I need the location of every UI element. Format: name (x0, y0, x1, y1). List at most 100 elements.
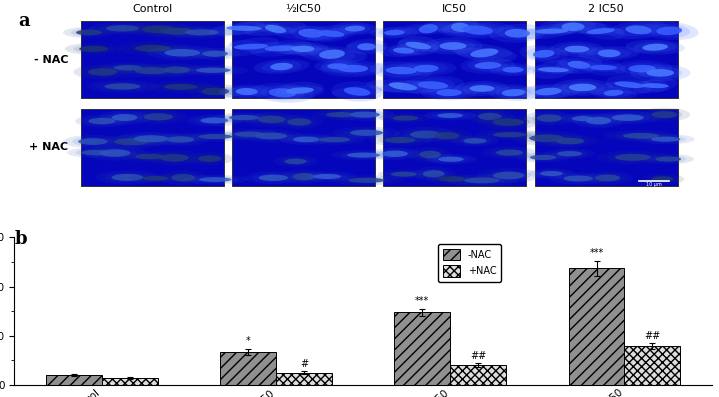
Ellipse shape (262, 61, 301, 72)
Ellipse shape (329, 62, 377, 75)
Ellipse shape (114, 138, 149, 145)
Ellipse shape (423, 170, 444, 177)
Ellipse shape (111, 174, 143, 181)
Ellipse shape (524, 154, 562, 161)
Ellipse shape (529, 135, 564, 142)
Ellipse shape (477, 115, 539, 130)
Ellipse shape (438, 156, 464, 162)
Ellipse shape (470, 48, 498, 58)
Ellipse shape (350, 130, 383, 136)
Ellipse shape (155, 152, 194, 163)
Ellipse shape (282, 169, 326, 184)
Ellipse shape (587, 48, 632, 58)
Ellipse shape (73, 137, 114, 146)
Ellipse shape (107, 137, 155, 147)
Ellipse shape (377, 169, 430, 179)
Ellipse shape (99, 110, 150, 125)
Ellipse shape (303, 135, 365, 145)
Ellipse shape (429, 87, 470, 98)
Ellipse shape (385, 171, 422, 178)
Ellipse shape (314, 60, 362, 73)
Ellipse shape (79, 46, 108, 52)
Ellipse shape (581, 116, 616, 126)
Ellipse shape (418, 24, 438, 33)
Ellipse shape (273, 156, 318, 167)
Ellipse shape (462, 83, 502, 94)
Ellipse shape (403, 24, 454, 33)
Ellipse shape (333, 127, 400, 139)
Ellipse shape (496, 150, 523, 156)
Ellipse shape (493, 172, 525, 179)
Bar (383, 109, 526, 185)
Ellipse shape (127, 134, 175, 144)
Ellipse shape (147, 150, 203, 166)
Ellipse shape (390, 172, 417, 177)
Ellipse shape (183, 175, 247, 184)
Ellipse shape (432, 112, 468, 119)
Ellipse shape (143, 176, 168, 181)
Ellipse shape (608, 152, 658, 162)
Ellipse shape (244, 172, 303, 184)
Ellipse shape (73, 65, 132, 79)
Ellipse shape (626, 40, 685, 54)
Ellipse shape (327, 63, 349, 69)
Ellipse shape (615, 81, 644, 88)
Ellipse shape (168, 26, 235, 39)
Bar (535, 21, 677, 98)
Ellipse shape (100, 149, 131, 157)
Ellipse shape (178, 28, 225, 37)
Ellipse shape (536, 114, 562, 122)
Ellipse shape (568, 115, 597, 122)
Ellipse shape (100, 62, 156, 73)
Ellipse shape (623, 133, 659, 139)
Ellipse shape (278, 42, 329, 56)
Ellipse shape (630, 65, 691, 81)
Ellipse shape (398, 39, 438, 52)
Ellipse shape (388, 45, 419, 56)
Ellipse shape (331, 86, 383, 97)
Ellipse shape (201, 88, 229, 95)
Ellipse shape (482, 146, 536, 159)
Ellipse shape (181, 131, 249, 142)
Ellipse shape (321, 62, 355, 71)
Bar (46, 375, 102, 385)
Text: ##: ## (470, 351, 486, 361)
Bar (395, 312, 450, 385)
Ellipse shape (199, 177, 232, 182)
Ellipse shape (496, 65, 530, 74)
Ellipse shape (347, 42, 387, 51)
Ellipse shape (129, 152, 170, 160)
Ellipse shape (288, 172, 319, 182)
Ellipse shape (251, 83, 313, 103)
Ellipse shape (171, 174, 195, 181)
Ellipse shape (202, 51, 228, 57)
Ellipse shape (196, 67, 231, 73)
Ellipse shape (118, 64, 186, 78)
Ellipse shape (188, 84, 243, 99)
Ellipse shape (388, 115, 423, 121)
Ellipse shape (389, 82, 417, 90)
Ellipse shape (550, 21, 596, 32)
Ellipse shape (261, 85, 304, 100)
Bar (232, 21, 375, 98)
Ellipse shape (317, 30, 344, 37)
Ellipse shape (128, 44, 178, 53)
Ellipse shape (285, 87, 313, 94)
Ellipse shape (649, 24, 690, 38)
Ellipse shape (528, 66, 578, 74)
Ellipse shape (426, 173, 478, 185)
Ellipse shape (236, 88, 258, 95)
Ellipse shape (522, 133, 571, 143)
Ellipse shape (255, 133, 287, 139)
Ellipse shape (293, 173, 315, 180)
Ellipse shape (651, 137, 680, 142)
Ellipse shape (597, 50, 620, 57)
Ellipse shape (88, 68, 117, 76)
Ellipse shape (486, 131, 533, 138)
Text: ##: ## (644, 331, 660, 341)
Ellipse shape (164, 84, 197, 90)
Ellipse shape (524, 111, 574, 125)
Ellipse shape (190, 48, 241, 60)
Ellipse shape (552, 150, 587, 157)
Ellipse shape (615, 154, 651, 161)
